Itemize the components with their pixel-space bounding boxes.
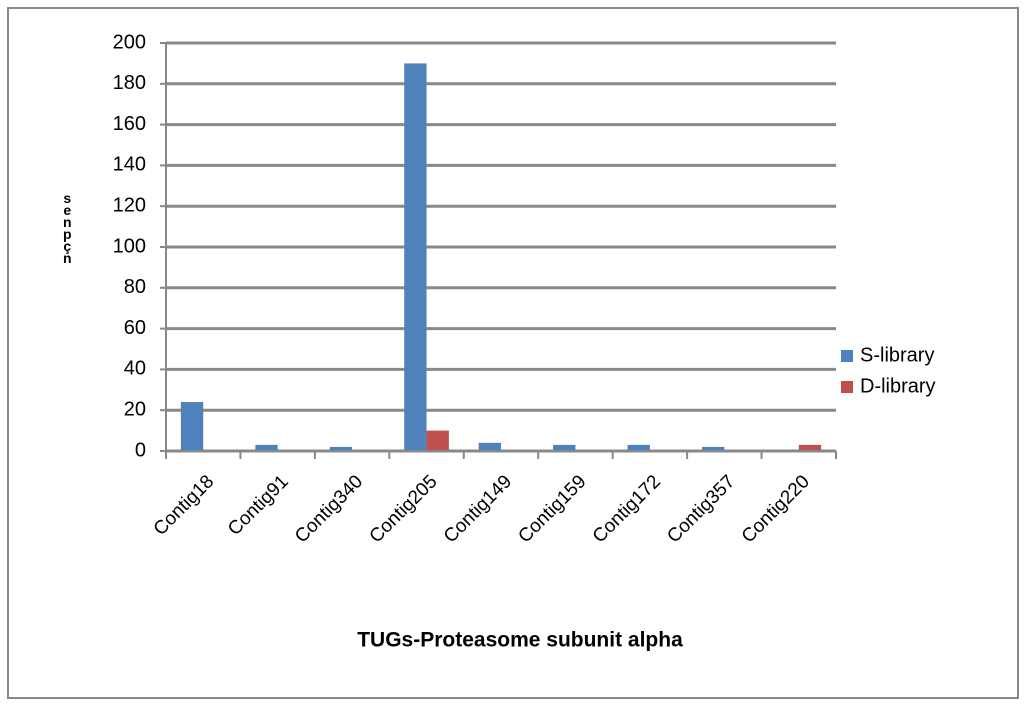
legend-label: S-library: [860, 344, 934, 366]
y-tick-label: 140: [113, 154, 146, 176]
x-axis-title: TUGs-Proteasome subunit alpha: [357, 629, 683, 652]
y-tick-label: 0: [135, 439, 146, 461]
y-tick-label: 180: [113, 72, 146, 94]
legend-swatch: [841, 350, 853, 362]
y-tick-label: 80: [124, 276, 146, 298]
y-tick-label: 60: [124, 317, 146, 339]
y-tick-label: 160: [113, 113, 146, 135]
y-tick-label: 100: [113, 235, 146, 257]
y-axis-title: senpçn: [59, 190, 75, 263]
bar: [627, 444, 650, 451]
bar: [404, 63, 427, 452]
bar: [180, 402, 204, 451]
bar: [702, 446, 725, 451]
y-tick-label: 20: [124, 398, 146, 420]
legend-label: D-library: [860, 375, 936, 397]
legend-swatch: [841, 381, 853, 393]
bar: [329, 446, 353, 451]
bar: [255, 444, 278, 451]
bar: [478, 442, 501, 451]
y-tick-label: 200: [113, 31, 146, 53]
bar: [426, 430, 449, 451]
bar: [798, 444, 822, 451]
bar: [553, 444, 576, 451]
y-tick-label: 120: [113, 194, 146, 216]
y-tick-label: 40: [124, 358, 146, 380]
